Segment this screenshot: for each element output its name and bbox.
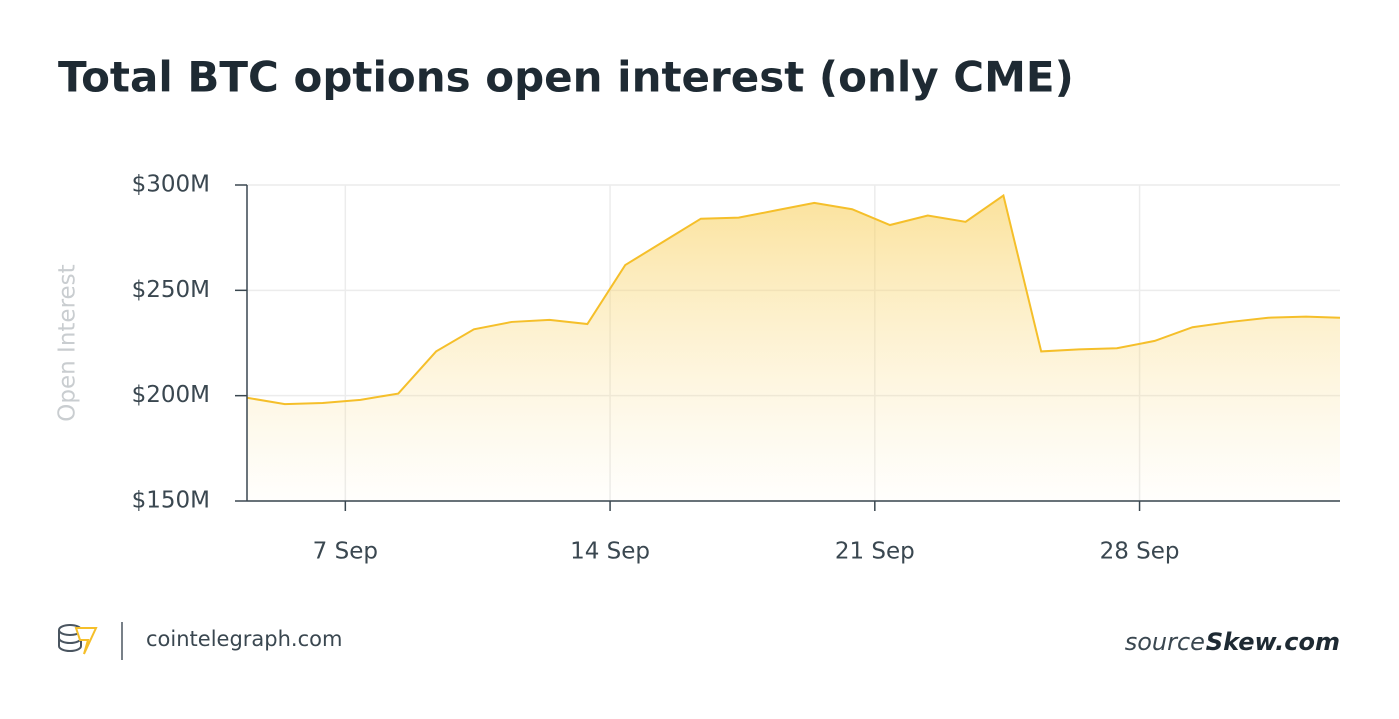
- x-tick-label: 28 Sep: [1100, 539, 1180, 565]
- source-prefix: source:: [1125, 628, 1213, 656]
- source-name: Skew.com: [1206, 628, 1340, 656]
- x-tick-label: 21 Sep: [835, 539, 915, 565]
- area-fill: [247, 195, 1340, 502]
- y-axis-label: Open Interest: [55, 264, 81, 421]
- chart-title: Total BTC options open interest (only CM…: [58, 53, 1074, 102]
- y-tick-label: $250M: [132, 277, 210, 303]
- area-line: [246, 193, 1341, 406]
- logo: [58, 624, 98, 655]
- x-tick-label: 14 Sep: [570, 539, 650, 565]
- y-tick-label: $200M: [132, 382, 210, 408]
- site-name: cointelegraph.com: [146, 627, 342, 651]
- y-tick-label: $150M: [132, 488, 210, 514]
- y-tick-label: $300M: [132, 172, 210, 198]
- x-tick-label: 7 Sep: [313, 539, 378, 565]
